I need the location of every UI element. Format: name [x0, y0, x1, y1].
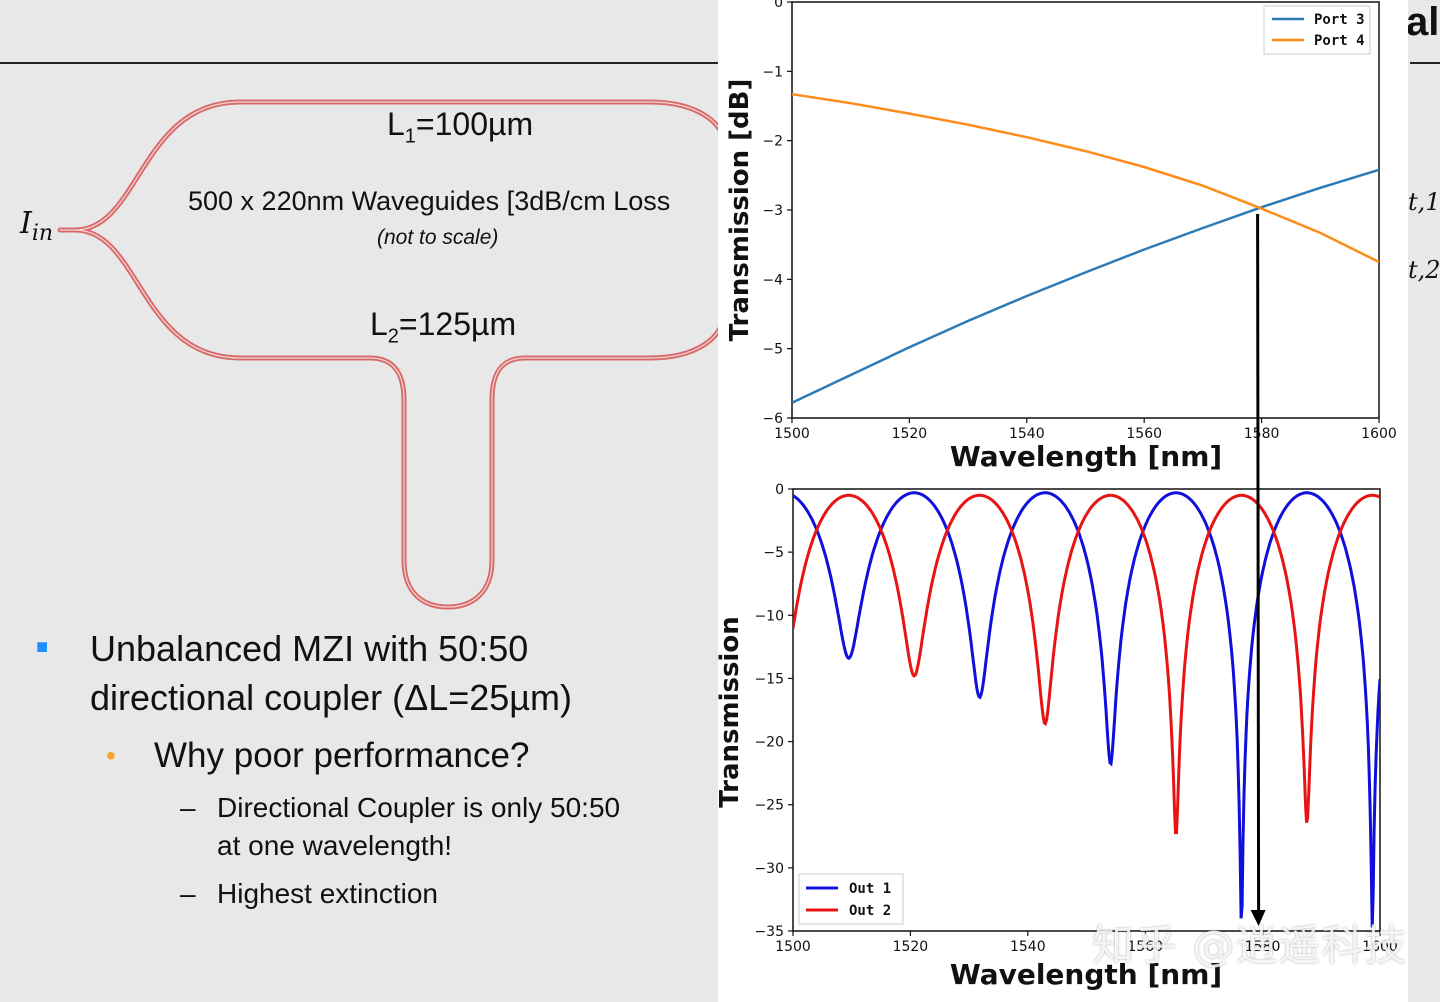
bullet-3-line-2: at one wavelength!	[217, 830, 453, 861]
input-intensity-label: Iin	[20, 206, 53, 246]
waveguide-spec: 500 x 220nm Waveguides [3dB/cm Loss	[188, 186, 671, 216]
l2-symbol: L	[370, 306, 388, 342]
chart-top-ytick-label: −5	[762, 342, 783, 358]
bullet-3-line-1: Directional Coupler is only 50:50	[217, 792, 621, 823]
series-port-3	[791, 168, 1380, 404]
chart-top-xtick-label: 1560	[1126, 426, 1162, 442]
bullet-2-line-1: Why poor performance?	[154, 736, 530, 775]
l2-subscript: 2	[387, 325, 399, 348]
title-divider-right	[1410, 62, 1440, 64]
bullet-4-line-1: Highest extinction	[217, 878, 439, 909]
bullet-1-line-1: Unbalanced MZI with 50:50	[90, 628, 529, 669]
chart-top-ytick-label: −3	[762, 203, 783, 219]
l2-value: =125µm	[398, 306, 517, 342]
chart-top-xtick-label: 1520	[892, 426, 928, 442]
bullet-marker-3: –	[180, 792, 196, 823]
watermark: 知乎 @逍遥科技	[1092, 921, 1408, 970]
legend-label-port-3: Port 3	[1314, 12, 1365, 28]
arm-length-l2: L2=125µm	[370, 306, 516, 348]
chart-top-xtick-label: 1580	[1244, 426, 1280, 442]
chart-top-xtick-label: 1540	[1009, 426, 1045, 442]
mzi-waveguide-diagram	[57, 99, 725, 610]
waveguide-core	[59, 101, 723, 608]
chart-top-xlabel: Wavelength [nm]	[950, 440, 1222, 473]
chart-top-ytick-label: 0	[774, 0, 783, 11]
chart-top-plot-area	[791, 1, 1380, 419]
scale-note: (not to scale)	[377, 226, 499, 249]
chart-top-xtick-label: 1500	[774, 426, 810, 442]
arm-length-l1: L1=100µm	[387, 106, 533, 148]
equation-fragment-1: t,1	[1408, 188, 1440, 216]
l1-value: =100µm	[415, 106, 534, 142]
bullet-marker-4: –	[180, 878, 196, 909]
equation-fragment-2: t,2	[1408, 256, 1440, 284]
chart-top-legend-box	[1263, 5, 1371, 55]
l1-subscript: 1	[404, 125, 416, 148]
bullet-marker-2: •	[106, 740, 116, 771]
chart-top-legend: Port 3 Port 4	[1263, 5, 1371, 55]
series-port-4	[791, 92, 1380, 264]
l1-symbol: L	[387, 106, 405, 142]
bullet-1-line-2: directional coupler (ΔL=25µm)	[90, 677, 573, 718]
chart-top-ytick-label: −6	[762, 411, 783, 427]
chart-top-xtick-label: 1600	[1361, 426, 1397, 442]
bullet-marker-1: ■	[36, 636, 49, 658]
input-symbol: I	[20, 206, 32, 241]
title-fragment: al	[1406, 0, 1440, 44]
legend-label-port-4: Port 4	[1314, 33, 1365, 49]
title-divider	[0, 62, 720, 64]
chart-top-ytick-label: −4	[762, 272, 783, 288]
chart-top-ytick-label: −2	[762, 134, 783, 150]
chart-top-ylabel: Transmission [dB]	[725, 79, 755, 342]
chart-top-ytick-label: −1	[762, 64, 783, 80]
input-subscript: in	[31, 221, 54, 246]
